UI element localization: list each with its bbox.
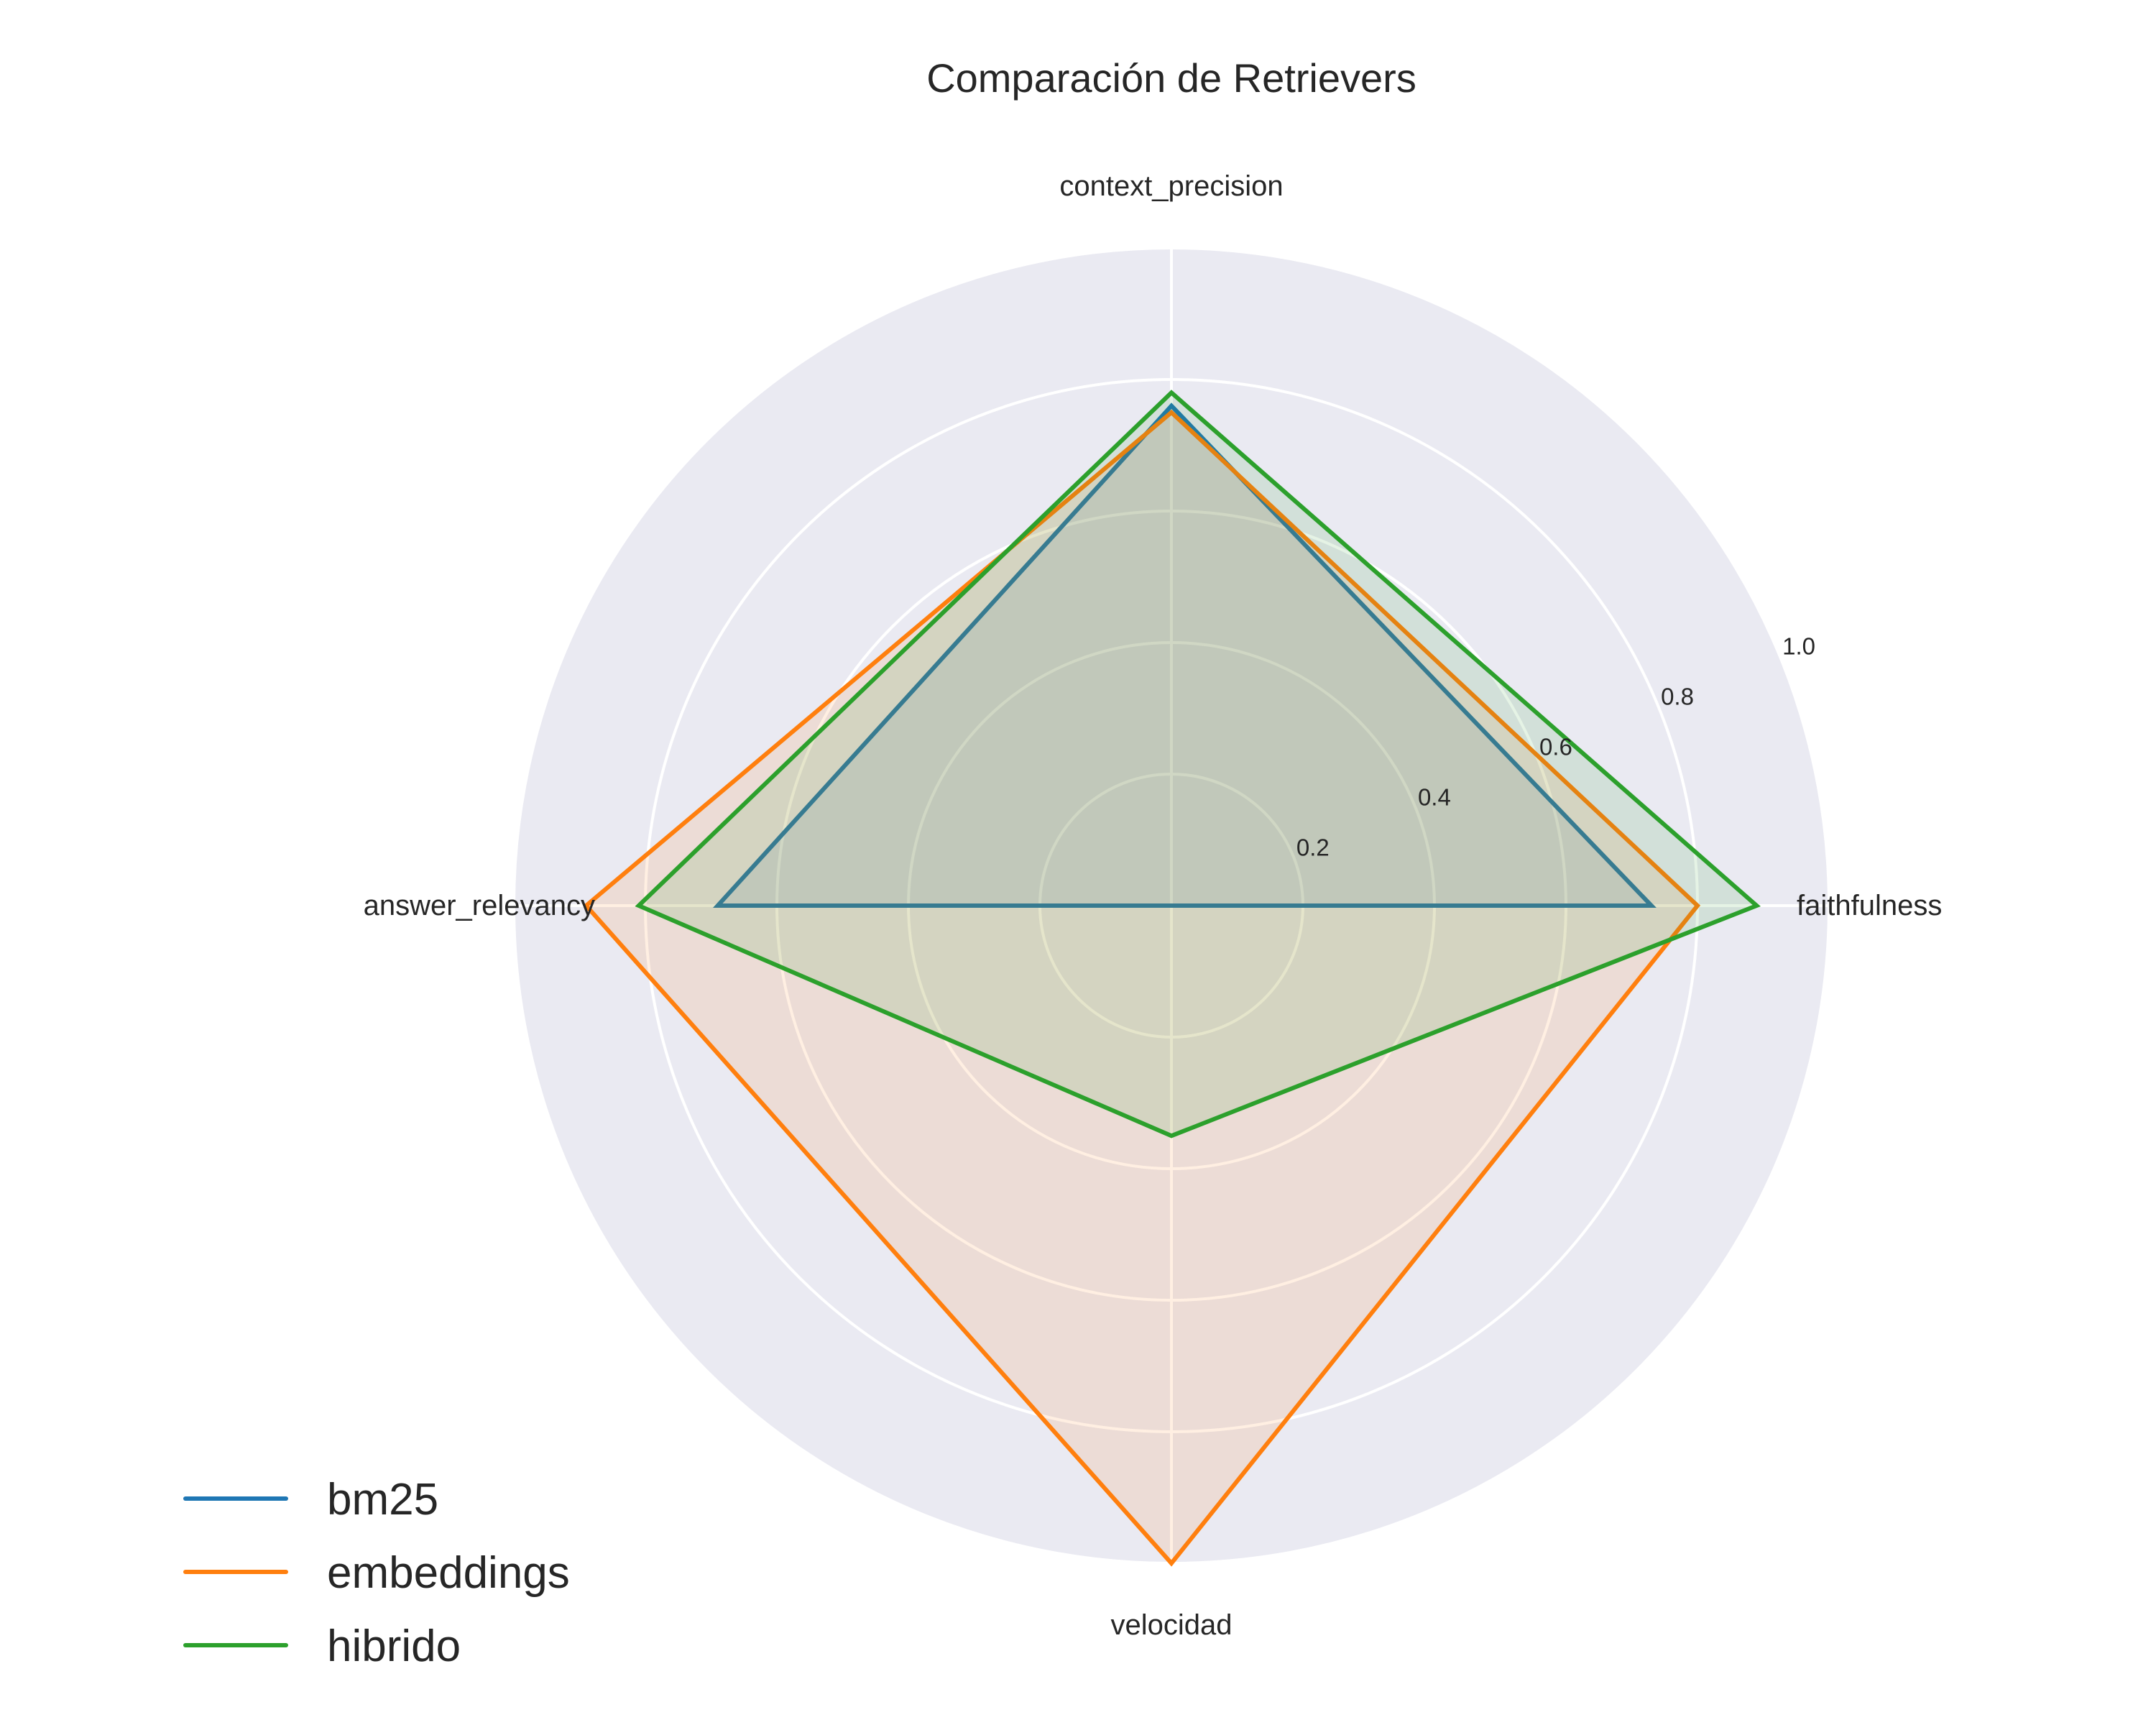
radial-tick-label-3: 0.8	[1661, 683, 1694, 709]
axis-label-context-precision: context_precision	[1059, 170, 1283, 202]
legend-label-bm25: bm25	[327, 1475, 438, 1524]
radial-tick-label-1: 0.4	[1418, 784, 1451, 811]
radial-tick-labels: 0.2 0.4 0.6 0.8 1.0	[1296, 632, 1815, 860]
radial-tick-label-0: 0.2	[1296, 834, 1330, 861]
series-fill-bm25	[717, 405, 1651, 906]
axis-label-velocidad: velocidad	[1110, 1609, 1232, 1641]
radial-tick-label-2: 0.6	[1539, 733, 1572, 760]
radial-tick-label-4: 1.0	[1782, 632, 1815, 659]
series-fill-embeddings	[586, 412, 1697, 1563]
series-line-bm25	[712, 402, 1657, 908]
legend-label-hibrido: hibrido	[327, 1622, 461, 1671]
series-line-hibrido	[635, 390, 1761, 1138]
axis-label-answer-relevancy: answer_relevancy	[364, 890, 595, 921]
series-layer	[583, 390, 1761, 1567]
series-line-embeddings	[583, 409, 1701, 1567]
legend: bm25 embeddings hibrido	[183, 1475, 570, 1671]
legend-label-embeddings: embeddings	[327, 1548, 570, 1598]
chart-title: Comparación de Retrievers	[926, 55, 1416, 101]
axis-label-faithfulness: faithfulness	[1797, 890, 1942, 921]
series-fill-hibrido	[638, 392, 1757, 1136]
